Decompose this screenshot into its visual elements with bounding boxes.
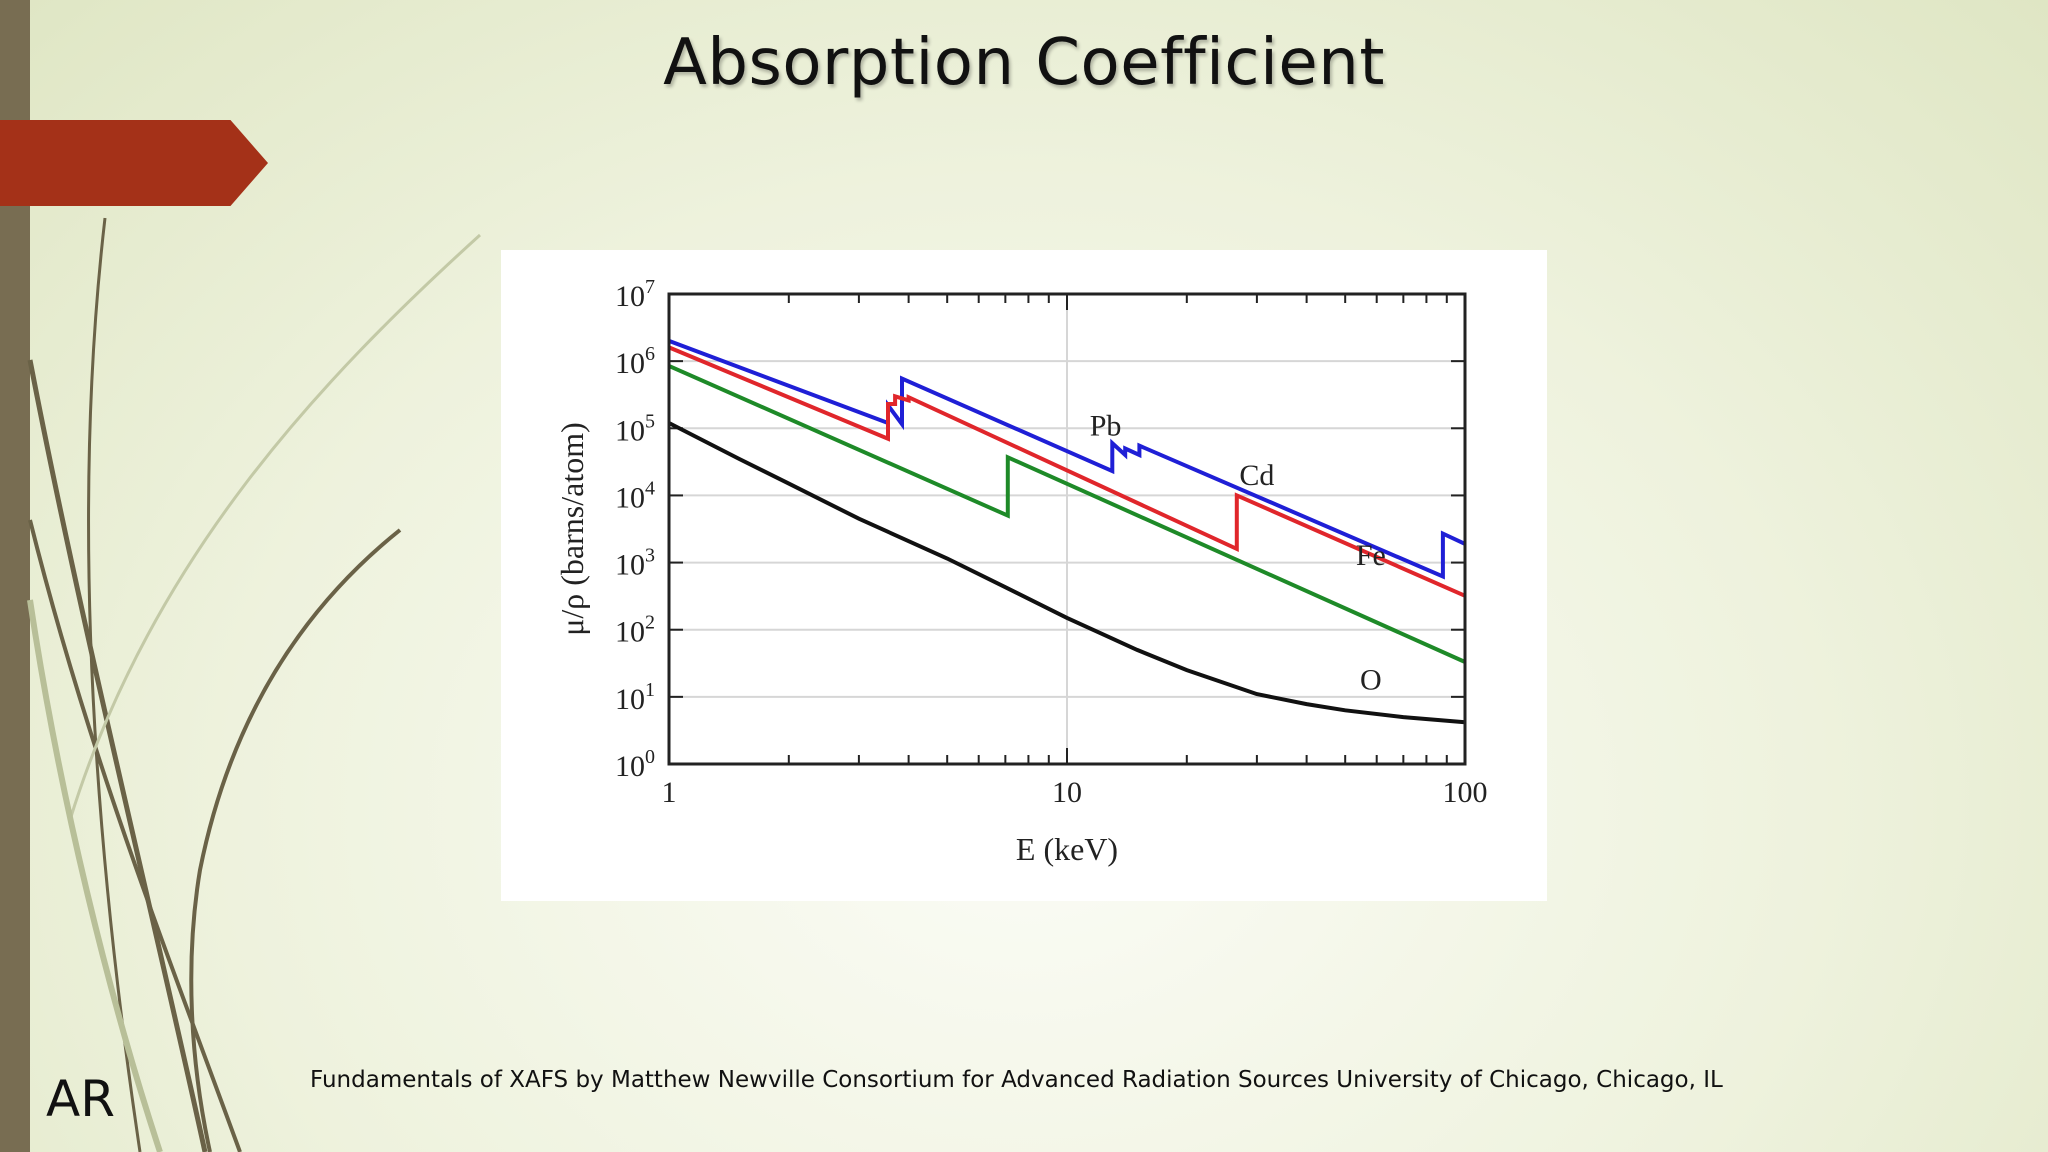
y-tick-label: 102 <box>615 612 655 649</box>
x-tick-label: 10 <box>1052 776 1082 809</box>
y-tick-label: 103 <box>615 545 655 582</box>
citation-text: Fundamentals of XAFS by Matthew Newville… <box>310 1067 1723 1093</box>
grid-layer <box>669 293 1465 765</box>
absorption-chart: 100 101 102 103 104 105 106 107 1 10 100 Pb Cd Fe O E … <box>554 276 1488 867</box>
series-line-cd <box>668 345 1466 598</box>
series-line-pb <box>668 339 1466 580</box>
series-label-pb: Pb <box>1090 410 1122 443</box>
series-label-fe: Fe <box>1356 539 1386 572</box>
tick-label-layer: 100 101 102 103 104 105 106 107 1 10 100 Pb Cd Fe O <box>615 276 1488 809</box>
y-tick-label: 107 <box>615 276 655 313</box>
slide-title: Absorption Coefficient <box>663 26 1385 100</box>
series-label-cd: Cd <box>1239 459 1274 492</box>
title-accent-arrow <box>0 120 268 206</box>
plot-frame <box>667 292 1467 766</box>
x-tick-label: 100 <box>1443 776 1488 809</box>
series-label-o: O <box>1360 664 1382 697</box>
y-tick-label: 105 <box>615 410 655 447</box>
decorative-curves <box>27 217 482 1152</box>
y-tick-label: 101 <box>615 679 655 716</box>
y-tick-label: 100 <box>615 746 655 783</box>
y-axis-label: μ/ρ (barns/atom) <box>554 422 590 636</box>
author-initials: AR <box>46 1070 115 1128</box>
x-tick-label: 1 <box>662 776 677 809</box>
series-line-fe <box>668 364 1466 664</box>
chart-panel: 100 101 102 103 104 105 106 107 1 10 100 Pb Cd Fe O E … <box>501 250 1547 901</box>
y-tick-label: 106 <box>615 343 655 380</box>
x-axis-label: E (keV) <box>1016 831 1118 867</box>
series-line-o <box>668 421 1466 725</box>
y-tick-label: 104 <box>615 477 655 514</box>
series-layer <box>668 339 1466 725</box>
